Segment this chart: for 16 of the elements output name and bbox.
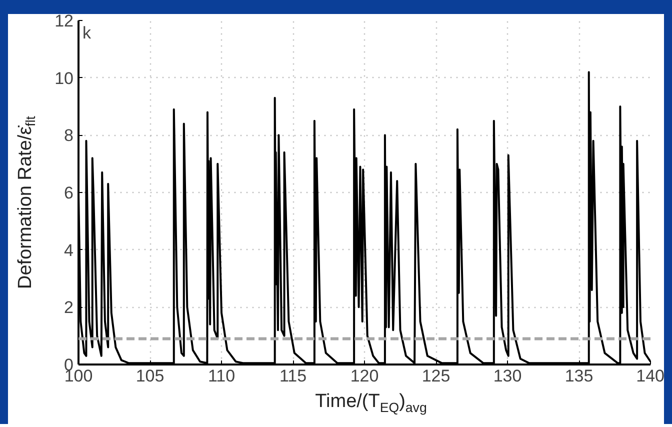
x-tick-label: 140 xyxy=(636,366,665,386)
x-axis-title: Time/(T$_{EQ}$)$_{avg}$ xyxy=(315,391,427,416)
y-tick-label: 8 xyxy=(64,126,74,146)
y-tick-label: 2 xyxy=(64,298,74,318)
y-tick-label: 6 xyxy=(64,184,74,202)
x-tick-label: 135 xyxy=(564,366,594,386)
x-tick-label: 110 xyxy=(208,366,236,386)
x-tick-label: 120 xyxy=(350,366,379,386)
y-tick-label: 12 xyxy=(54,12,74,30)
x-tick-label: 115 xyxy=(279,366,307,386)
y-tick-label: 10 xyxy=(54,68,74,88)
x-tick-label: 125 xyxy=(422,366,450,386)
y-tick-label: 4 xyxy=(64,240,74,260)
annotation: k xyxy=(82,24,92,42)
x-tick-label: 130 xyxy=(493,366,522,386)
x-tick-label: 105 xyxy=(136,366,164,386)
